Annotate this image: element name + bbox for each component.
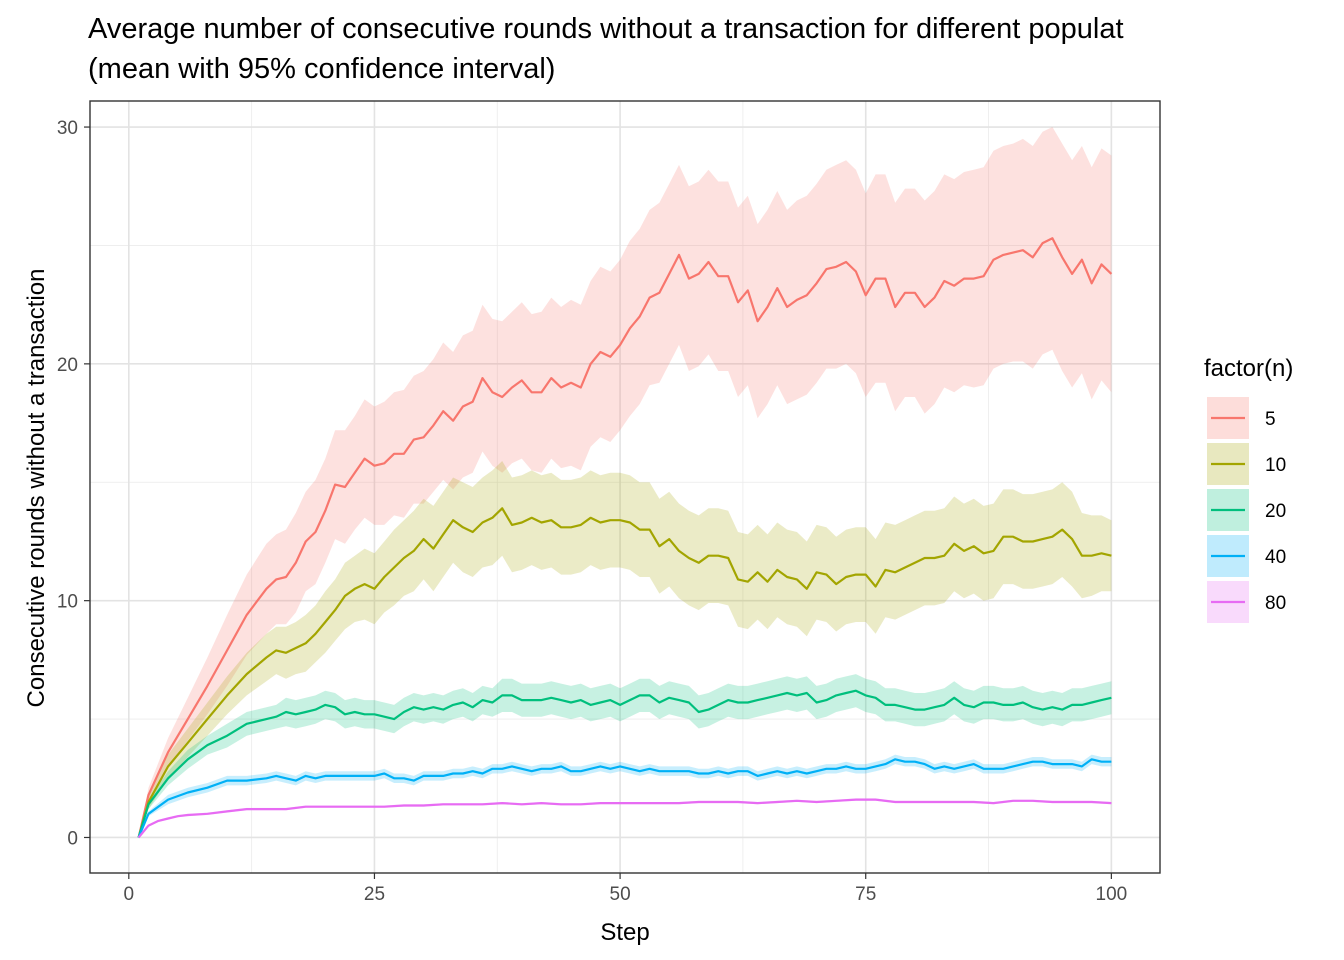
confidence-band-10	[138, 461, 1112, 838]
series-line-10	[137, 507, 1112, 838]
plot-border	[89, 100, 1161, 874]
legend-label-20: 20	[1265, 501, 1286, 522]
y-tick-label: 20	[57, 355, 78, 376]
confidence-band-5	[138, 127, 1112, 838]
x-tick-label: 25	[364, 884, 385, 905]
series-line-80	[137, 798, 1112, 839]
legend-item-10: 10	[1207, 443, 1286, 485]
y-tick-label: 10	[57, 592, 78, 613]
legend-title: factor(n)	[1204, 355, 1293, 382]
x-axis-title: Step	[600, 919, 649, 946]
legend-label-80: 80	[1265, 593, 1286, 614]
series-line-5	[137, 237, 1113, 838]
confidence-band-40	[138, 754, 1112, 838]
axis-ticks: 0 25 50 75 100 0 10 20 30	[57, 118, 1127, 905]
legend-item-80: 80	[1207, 581, 1286, 623]
legend: factor(n) 5 10 20 40 80	[1204, 355, 1293, 623]
y-tick-label: 0	[67, 828, 78, 849]
series-lines	[137, 237, 1113, 839]
confidence-bands	[138, 127, 1112, 838]
legend-item-40: 40	[1207, 535, 1286, 577]
legend-item-5: 5	[1207, 397, 1276, 439]
series-line-40	[137, 758, 1112, 838]
confidence-band-20	[138, 674, 1112, 838]
x-tick-label: 100	[1096, 884, 1128, 905]
chart-title: Average number of consecutive rounds wit…	[88, 13, 1124, 45]
legend-label-10: 10	[1265, 455, 1286, 476]
legend-item-20: 20	[1207, 489, 1286, 531]
y-axis-title: Consecutive rounds without a transaction	[23, 269, 50, 708]
y-tick-label: 30	[57, 118, 78, 139]
x-tick-label: 50	[610, 884, 631, 905]
x-tick-label: 75	[855, 884, 876, 905]
legend-label-40: 40	[1265, 547, 1286, 568]
plot-background	[90, 101, 1160, 873]
legend-label-5: 5	[1265, 409, 1276, 430]
x-tick-label: 0	[124, 884, 135, 905]
grid	[90, 101, 1160, 873]
series-line-20	[137, 689, 1112, 838]
chart-subtitle: (mean with 95% confidence interval)	[88, 53, 555, 85]
